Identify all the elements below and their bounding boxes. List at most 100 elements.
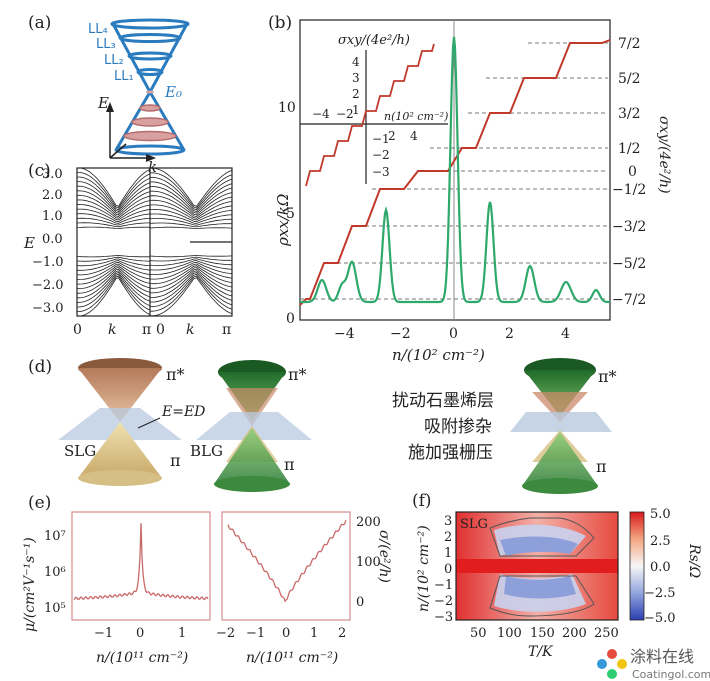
f-ytick: −1 (434, 578, 453, 593)
panel-c-ylabel: E (23, 234, 35, 252)
panel-c: (c) E 3.0 2.0 1.0 0.0 −1.0 −2.0 −3.0 0 k… (23, 161, 233, 338)
watermark-logo-icon (597, 649, 627, 679)
inset-yticks: 4 3 2 1 −1 −2 −3 (352, 55, 390, 179)
b-ytick-right: 5/2 (618, 71, 641, 87)
band-line (149, 266, 233, 289)
c-xtick: π (142, 322, 151, 338)
c-xtick: k (186, 322, 194, 338)
f-ytick: 3 (444, 514, 452, 529)
inset-ytick: −2 (372, 148, 390, 162)
band-line (149, 270, 233, 298)
f-ytick: 2 (444, 530, 452, 545)
e-ytick-right: 200 (356, 515, 381, 530)
ll1-label: LL₁ (114, 69, 134, 84)
c-ytick: −2.0 (32, 278, 64, 293)
band-line (149, 199, 233, 219)
c-ytick: 3.0 (42, 167, 63, 182)
band-line (77, 185, 151, 214)
band-line (76, 213, 151, 224)
blg-pi: π (284, 455, 295, 474)
band-line (77, 167, 151, 207)
band-line (149, 254, 233, 258)
band-line (149, 226, 233, 230)
f-xtick: 200 (562, 626, 587, 641)
mobility-curve (73, 523, 209, 601)
band-line (150, 277, 233, 317)
b-ytick-right: 3/2 (618, 106, 641, 122)
band-line (149, 176, 233, 211)
band-line (149, 218, 233, 226)
inset-xtick: −2 (336, 107, 354, 121)
inset-ytick: −3 (372, 165, 390, 179)
c-xtick: 0 (73, 322, 82, 338)
band-line (149, 181, 233, 212)
panel-b-frame (299, 19, 611, 321)
method-2: 吸附掺杂 (424, 417, 492, 437)
band-line (149, 263, 233, 280)
band-line (76, 265, 151, 285)
band-line (149, 261, 233, 276)
f-xtick: 250 (594, 626, 619, 641)
b-ytick-right: −7/2 (612, 292, 646, 308)
b-ytick-left: 0 (286, 311, 295, 327)
band-line (76, 256, 151, 262)
b-ytick-left: 5 (286, 206, 295, 222)
ll3-label: LL₃ (96, 37, 116, 52)
panel-b-yticks-left: 0 5 10 (278, 100, 296, 327)
e-xtick: 0 (282, 626, 290, 641)
inset-xtick: −4 (312, 107, 330, 121)
e-ytick: 10⁶ (44, 565, 66, 580)
b-xtick: −2 (390, 326, 411, 342)
band-line (76, 208, 151, 223)
conductivity-curve (227, 519, 347, 603)
colorbar-ticks: 5.0 2.5 0.0 −2.5 −5.0 (644, 507, 676, 626)
colorbar-label: Rs/Ω (686, 543, 702, 578)
band-line (149, 213, 233, 224)
band-line (149, 190, 233, 216)
band-line (77, 190, 151, 216)
panel-b-ylabel-left: ρxx/kΩ (274, 194, 292, 247)
panel-b: (b) σxy/(4e²/h) 4 3 2 1 −1 −2 −3 −4 −2 (268, 13, 672, 364)
band-line (149, 208, 233, 223)
band-line (76, 217, 151, 226)
band-line (76, 260, 151, 271)
e-right-ylabel: σ/(e²/h) (376, 530, 392, 583)
colorbar (629, 511, 645, 621)
panel-f-label: (f) (412, 491, 432, 511)
e-left-ylabel: μ/(cm²V⁻¹s⁻¹) (22, 537, 38, 632)
inset-xticks: −4 −2 2 4 (312, 107, 418, 143)
band-line (76, 266, 151, 290)
blg-label: BLG (190, 442, 223, 460)
b-ytick-right: 0 (628, 164, 637, 180)
e-xlabel-left: n/(10¹¹ cm⁻²) (96, 650, 188, 666)
ll2-label: LL₂ (104, 53, 124, 68)
band-line (76, 199, 151, 219)
inset-ytick: 4 (352, 55, 360, 69)
panel-b-xticks: −4 −2 0 2 4 (334, 326, 570, 342)
c-ytick: 1.0 (42, 209, 63, 224)
e-ytick: 10⁵ (44, 601, 66, 616)
panel-a: (a) LL₄ LL₃ LL₂ LL₁ E₀ (28, 13, 190, 176)
band-line (76, 255, 151, 258)
longitudinal-resistivity-curve (300, 36, 610, 304)
inset-ytick: 3 (352, 71, 360, 85)
band-line (149, 256, 232, 262)
panel-d-label: (d) (28, 357, 52, 377)
e-ed-label: E=ED (161, 404, 205, 420)
e-right-xticks: −2 −1 0 1 2 (216, 626, 346, 641)
e-ytick: 10⁷ (44, 529, 66, 544)
f-xticks: 50 100 150 200 250 (470, 626, 619, 641)
slg-inset-label: SLG (460, 517, 488, 532)
panel-e-label: (e) (28, 493, 51, 513)
band-line (76, 263, 151, 280)
watermark-cn: 涂料在线 (630, 647, 694, 666)
c-ytick: 0.0 (42, 232, 63, 247)
b-xtick: 2 (505, 326, 514, 342)
inset-xtick: 2 (388, 129, 396, 143)
band-line (149, 260, 233, 271)
slg-pi: π (170, 451, 181, 470)
k-axis-label: k (148, 158, 157, 176)
band-line (149, 186, 233, 214)
b-xtick: 4 (561, 326, 570, 342)
blg-cone (196, 360, 312, 492)
